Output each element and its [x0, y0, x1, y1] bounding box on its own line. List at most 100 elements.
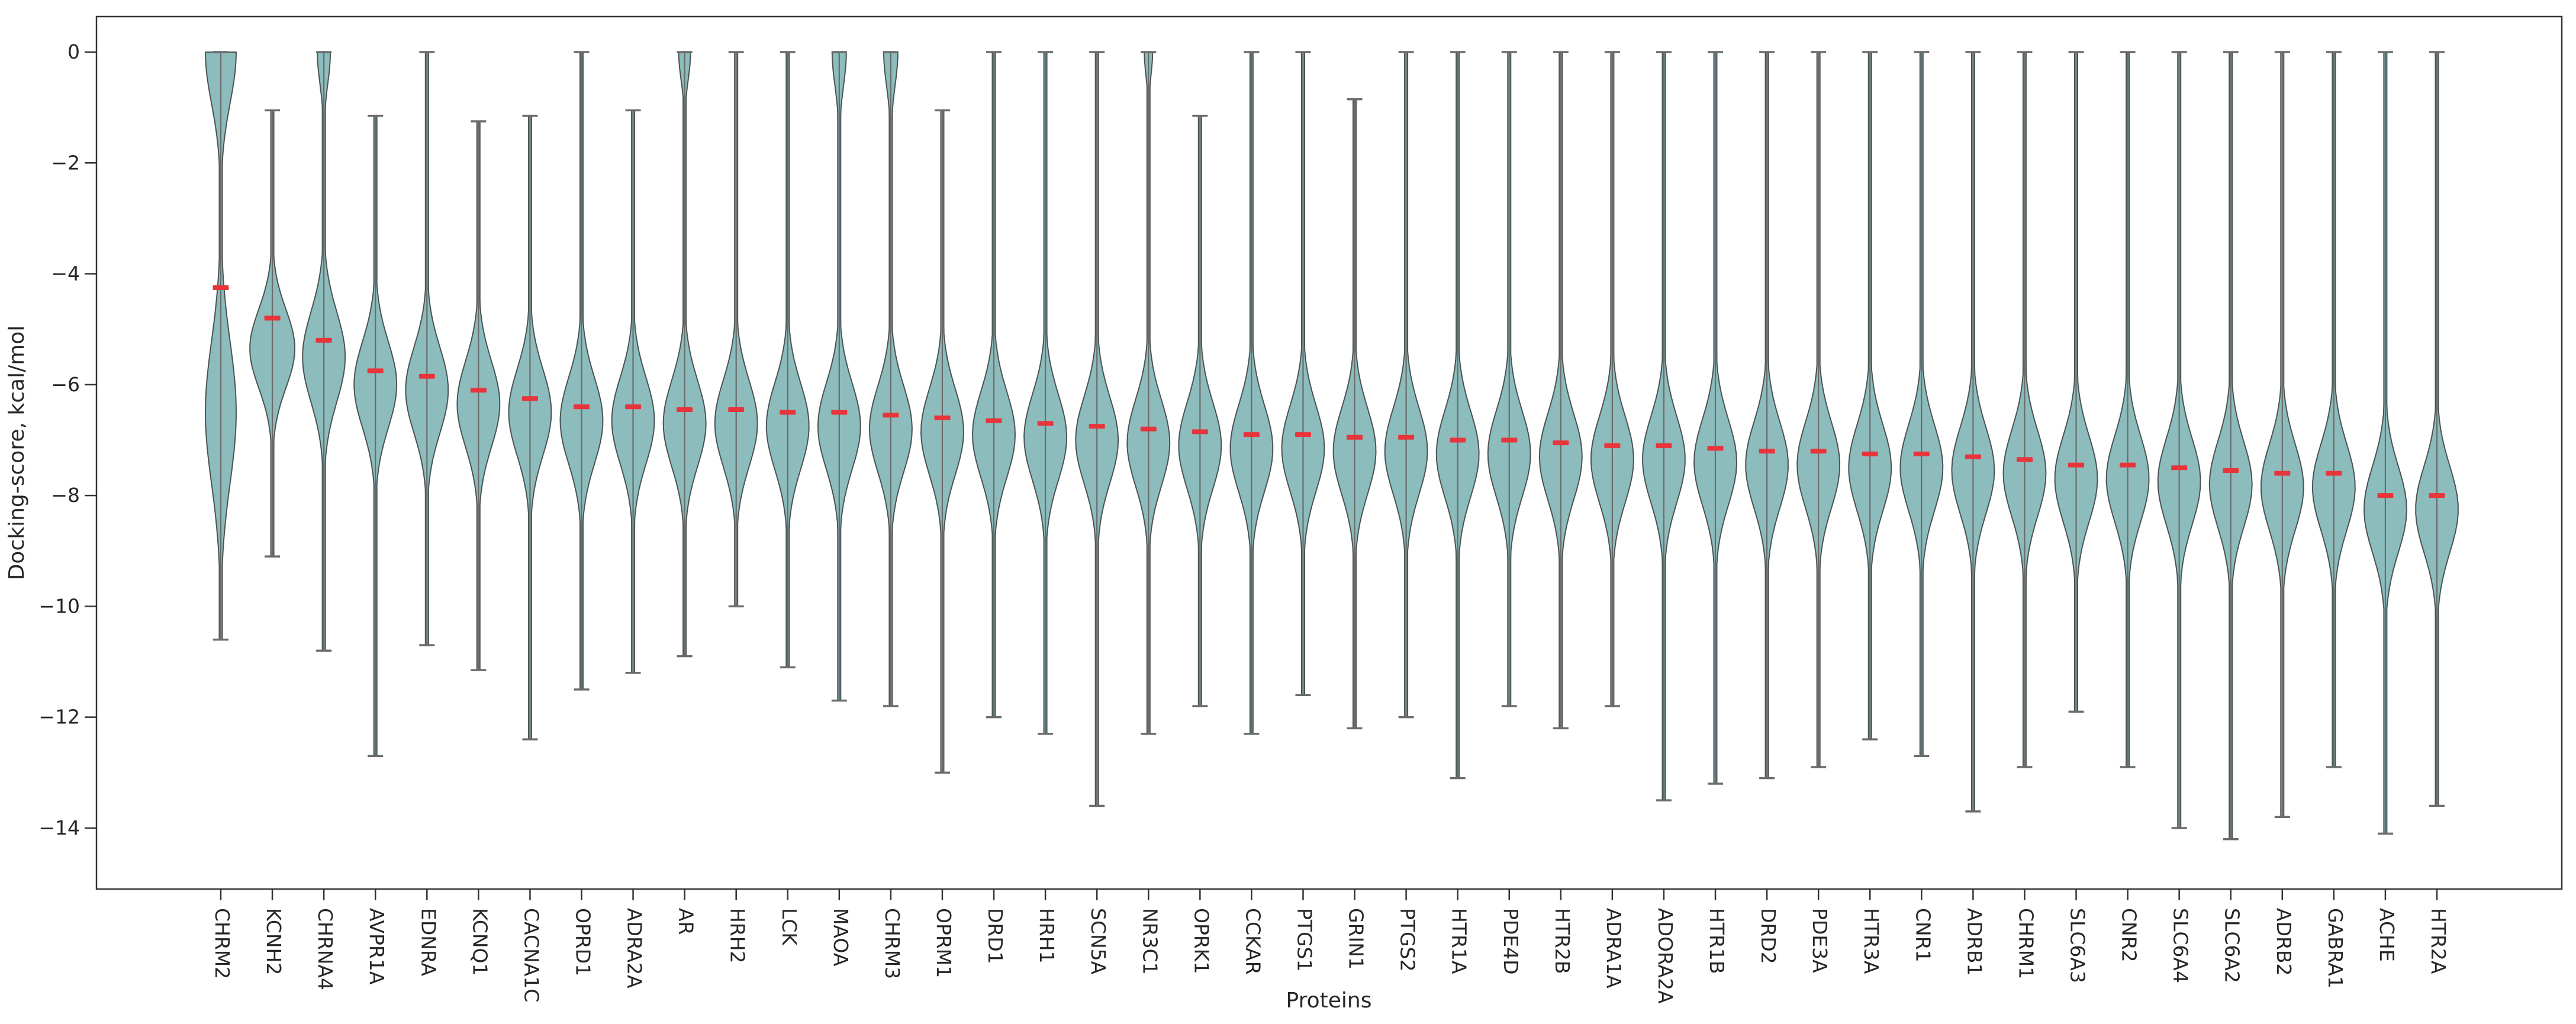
x-tick-label-ADRA1A: ADRA1A	[1602, 908, 1625, 988]
x-tick-label-NR3C1: NR3C1	[1138, 908, 1161, 975]
median-marker-ADRA1A	[1604, 443, 1621, 448]
median-marker-GRIN1	[1347, 434, 1363, 440]
x-tick-label-OPRK1: OPRK1	[1190, 908, 1213, 974]
x-tick-label-HRH2: HRH2	[726, 908, 749, 964]
median-marker-PDE4D	[1501, 437, 1518, 443]
violins-layer	[205, 51, 2459, 841]
median-marker-PTGS1	[1295, 432, 1311, 437]
x-tick-label-DRD1: DRD1	[984, 908, 1007, 964]
x-tick-label-CNR1: CNR1	[1911, 908, 1934, 962]
median-marker-HTR2A	[2429, 493, 2445, 498]
x-tick-label-HTR1B: HTR1B	[1705, 908, 1728, 974]
median-marker-HTR3A	[1862, 451, 1878, 456]
median-marker-LCK	[780, 410, 796, 415]
x-tick-label-PTGS2: PTGS2	[1396, 908, 1419, 972]
y-tick-label-−10: −10	[38, 594, 80, 617]
x-tick-label-GABRA1: GABRA1	[2324, 908, 2347, 988]
x-tick-label-ADRB2: ADRB2	[2272, 908, 2295, 976]
x-tick-label-PDE4D: PDE4D	[1499, 908, 1522, 975]
median-marker-DRD1	[986, 418, 1002, 423]
plot-area-frame	[95, 15, 2563, 890]
x-tick-label-CHRM3: CHRM3	[881, 908, 904, 979]
median-marker-KCNQ1	[470, 388, 487, 393]
x-tick-label-HTR2B: HTR2B	[1551, 908, 1574, 974]
x-tick-label-SLC6A3: SLC6A3	[2066, 908, 2089, 983]
x-tick-label-EDNRA: EDNRA	[417, 908, 440, 977]
median-marker-CHRNA4	[315, 337, 332, 343]
median-marker-ADORA2A	[1656, 443, 1672, 448]
y-tick-label-−6: −6	[51, 373, 80, 396]
median-marker-DRD2	[1759, 449, 1775, 454]
median-marker-OPRK1	[1192, 429, 1208, 434]
median-marker-AVPR1A	[367, 368, 384, 373]
x-tick-label-CHRM2: CHRM2	[211, 908, 234, 979]
median-marker-CHRM1	[2016, 457, 2033, 462]
y-tick-label-−4: −4	[51, 262, 80, 285]
x-tick-label-LCK: LCK	[778, 908, 801, 946]
median-marker-NR3C1	[1140, 426, 1157, 432]
median-marker-CCKAR	[1243, 432, 1260, 437]
median-marker-CACNA1C	[521, 396, 538, 401]
x-tick-label-SLC6A4: SLC6A4	[2169, 908, 2192, 983]
x-tick-label-DRD2: DRD2	[1757, 908, 1780, 964]
x-tick-label-AR: AR	[675, 908, 698, 935]
median-marker-GABRA1	[2326, 471, 2342, 476]
x-tick-label-CHRNA4: CHRNA4	[314, 908, 337, 990]
x-tick-label-OPRM1: OPRM1	[932, 908, 955, 978]
x-tick-label-PDE3A: PDE3A	[1808, 908, 1831, 973]
median-marker-SLC6A3	[2068, 462, 2085, 468]
x-axis-title: Proteins	[1286, 988, 1372, 1013]
median-marker-CHRM3	[883, 413, 899, 418]
median-marker-KCNH2	[264, 315, 281, 321]
median-marker-HTR1A	[1450, 437, 1466, 443]
x-tick-label-MAOA: MAOA	[829, 908, 852, 967]
median-marker-SLC6A4	[2171, 465, 2188, 471]
median-marker-CHRM2	[212, 285, 229, 290]
x-tick-label-SCN5A: SCN5A	[1087, 908, 1110, 975]
axes-layer: CHRM2 KCNH2 CHRNA4 AVPR1A EDNRA KCNQ1 CACNA1C O…	[38, 40, 2450, 1004]
median-marker-HRH2	[728, 407, 745, 412]
x-tick-label-CNR2: CNR2	[2118, 908, 2141, 962]
x-tick-label-HTR2A: HTR2A	[2427, 908, 2450, 974]
y-tick-label-−2: −2	[51, 151, 80, 174]
median-marker-ACHE	[2377, 493, 2394, 498]
median-marker-SCN5A	[1089, 424, 1105, 429]
median-marker-MAOA	[831, 410, 848, 415]
median-marker-OPRD1	[573, 404, 590, 410]
median-marker-ADRA2A	[625, 404, 642, 410]
x-tick-label-CHRM1: CHRM1	[2014, 908, 2037, 979]
median-marker-ADRB1	[1965, 454, 1981, 459]
x-tick-label-HRH1: HRH1	[1035, 908, 1058, 964]
x-tick-label-AVPR1A: AVPR1A	[365, 908, 388, 985]
x-tick-label-ACHE: ACHE	[2375, 908, 2398, 962]
x-tick-label-ADRB1: ADRB1	[1963, 908, 1986, 976]
x-tick-label-CCKAR: CCKAR	[1241, 908, 1264, 975]
median-marker-SLC6A2	[2223, 468, 2239, 473]
x-tick-label-HTR3A: HTR3A	[1860, 908, 1883, 974]
median-marker-OPRM1	[934, 416, 951, 421]
x-tick-label-HTR1A: HTR1A	[1448, 908, 1471, 974]
y-tick-label-−14: −14	[38, 816, 80, 839]
y-axis-title: Docking-score, kcal/mol	[5, 326, 29, 581]
x-tick-label-SLC6A2: SLC6A2	[2221, 908, 2244, 983]
median-marker-CNR2	[2120, 462, 2136, 468]
median-marker-PTGS2	[1398, 434, 1415, 440]
x-tick-label-CACNA1C: CACNA1C	[520, 908, 543, 1002]
x-tick-label-ADRA2A: ADRA2A	[623, 908, 646, 988]
median-marker-AR	[677, 407, 693, 412]
x-tick-label-OPRD1: OPRD1	[571, 908, 594, 976]
median-marker-ADRB2	[2274, 471, 2291, 476]
y-tick-label-−12: −12	[38, 706, 80, 729]
x-tick-label-PTGS1: PTGS1	[1293, 908, 1316, 972]
x-tick-label-KCNQ1: KCNQ1	[468, 908, 491, 976]
x-tick-label-KCNH2: KCNH2	[262, 908, 285, 975]
y-tick-label-−8: −8	[51, 484, 80, 507]
median-marker-HTR2B	[1553, 440, 1569, 446]
median-marker-PDE3A	[1810, 449, 1827, 454]
y-tick-label-0: 0	[67, 40, 80, 63]
median-marker-HRH1	[1037, 421, 1054, 426]
x-tick-label-ADORA2A: ADORA2A	[1654, 908, 1677, 1004]
median-marker-CNR1	[1913, 451, 1930, 456]
